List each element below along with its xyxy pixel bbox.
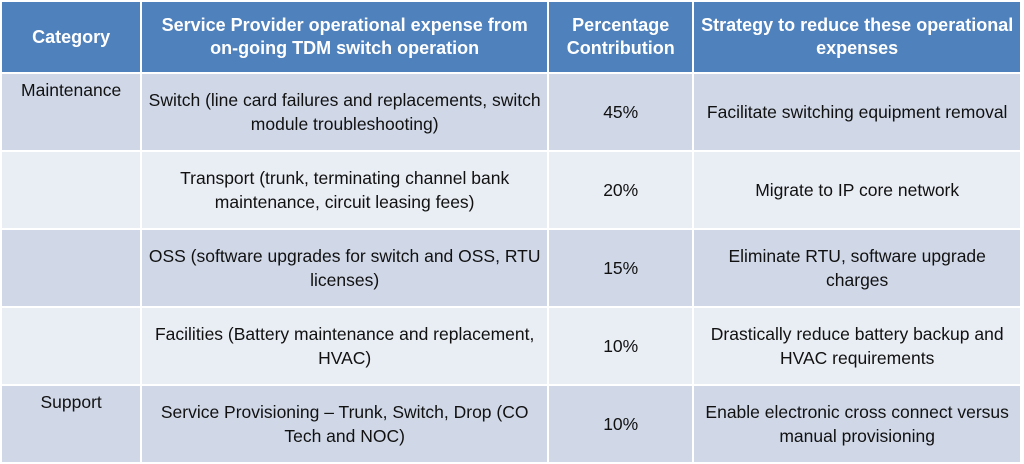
strategy-cell: Facilitate switching equipment removal <box>694 74 1020 150</box>
header-percentage: Percentage Contribution <box>549 2 693 72</box>
percent-cell: 10% <box>549 386 693 462</box>
expense-cell: Switch (line card failures and replaceme… <box>142 74 548 150</box>
table-row: Transport (trunk, terminating channel ba… <box>2 152 1020 228</box>
category-cell: Support <box>2 386 141 462</box>
percent-cell: 45% <box>549 74 693 150</box>
strategy-cell: Eliminate RTU, software upgrade charges <box>694 230 1020 306</box>
table-row: Facilities (Battery maintenance and repl… <box>2 308 1020 384</box>
table-row: Support Service Provisioning – Trunk, Sw… <box>2 386 1020 462</box>
expense-cell: OSS (software upgrades for switch and OS… <box>142 230 548 306</box>
header-strategy: Strategy to reduce these operational exp… <box>694 2 1020 72</box>
category-cell <box>2 152 141 228</box>
table-row: OSS (software upgrades for switch and OS… <box>2 230 1020 306</box>
category-cell <box>2 230 141 306</box>
strategy-cell: Drastically reduce battery backup and HV… <box>694 308 1020 384</box>
percent-cell: 15% <box>549 230 693 306</box>
percent-cell: 10% <box>549 308 693 384</box>
strategy-cell: Enable electronic cross connect versus m… <box>694 386 1020 462</box>
expense-cell: Facilities (Battery maintenance and repl… <box>142 308 548 384</box>
expense-cell: Service Provisioning – Trunk, Switch, Dr… <box>142 386 548 462</box>
header-category: Category <box>2 2 141 72</box>
strategy-cell: Migrate to IP core network <box>694 152 1020 228</box>
header-row: Category Service Provider operational ex… <box>2 2 1020 72</box>
expense-cell: Transport (trunk, terminating channel ba… <box>142 152 548 228</box>
header-expense: Service Provider operational expense fro… <box>142 2 548 72</box>
category-cell <box>2 308 141 384</box>
category-cell: Maintenance <box>2 74 141 150</box>
percent-cell: 20% <box>549 152 693 228</box>
table-row: Maintenance Switch (line card failures a… <box>2 74 1020 150</box>
